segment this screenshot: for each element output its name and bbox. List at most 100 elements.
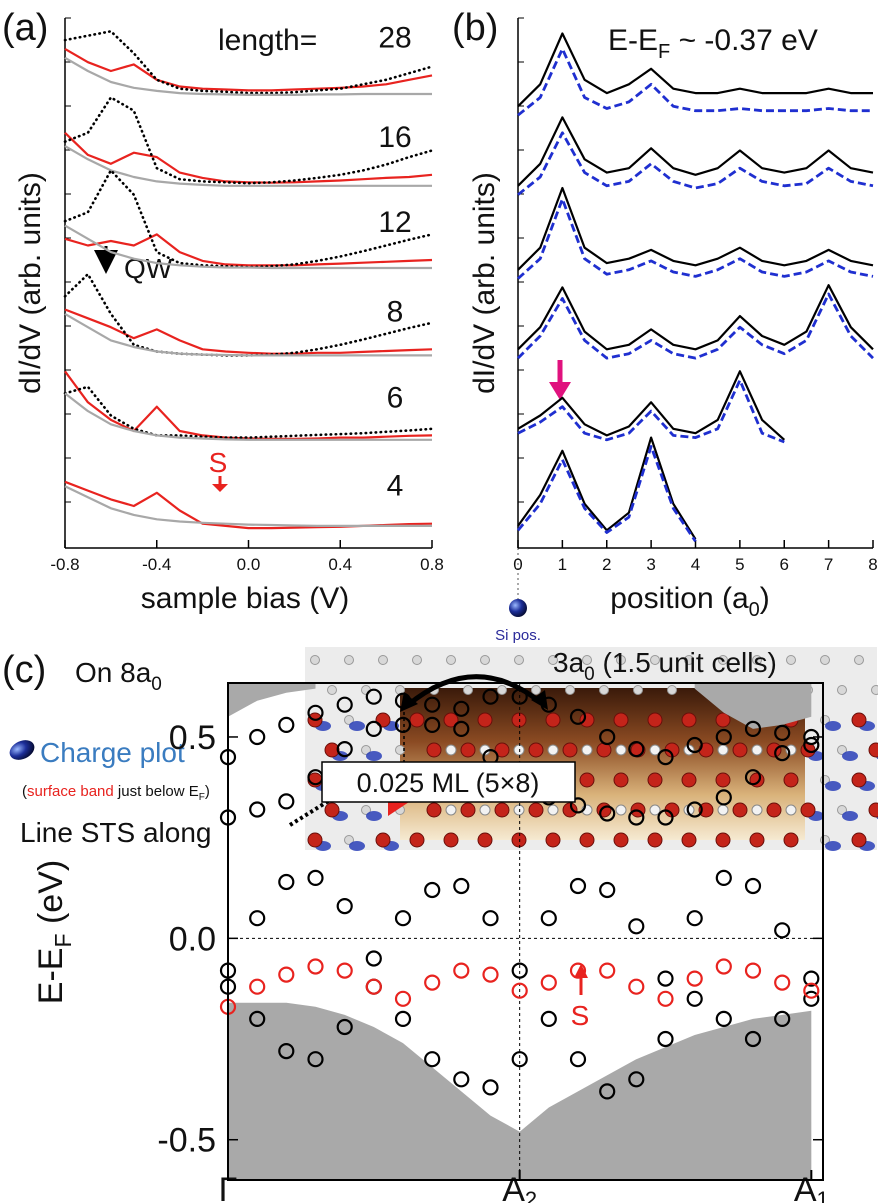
band-point [803, 970, 820, 987]
band-point [686, 736, 703, 754]
x-tick-label: 0.0 [237, 555, 261, 574]
band-point [803, 728, 820, 746]
x-axis-title: position (a0) [610, 582, 770, 621]
charge-blob [366, 811, 382, 821]
band-point [628, 740, 645, 758]
band-point [278, 1042, 295, 1060]
x-tick-label: 0.4 [328, 555, 352, 574]
spectrum-line [517, 131, 874, 196]
si-atom-small [479, 804, 491, 816]
surface-atom [766, 802, 782, 818]
lattice-atom [667, 685, 677, 695]
surface-atom [579, 832, 595, 848]
surface-atom [732, 802, 748, 818]
surface-atom [698, 802, 714, 818]
surface-atom [647, 832, 663, 848]
caption-part: ) [205, 783, 210, 800]
surface-atom [443, 832, 459, 848]
surface-atom [477, 712, 493, 728]
band-point [249, 910, 266, 927]
band-point [803, 990, 820, 1007]
x-tick-label-main: A [502, 1171, 525, 1203]
surface-atom [426, 742, 442, 758]
x-tick-label: 3 [646, 555, 655, 574]
band-point [628, 1071, 645, 1088]
band-point [511, 688, 528, 705]
si-atom-small [751, 804, 763, 816]
lattice-atom [854, 655, 864, 665]
band-point [744, 877, 762, 895]
label-part: On 8a [75, 657, 152, 688]
band-point [365, 950, 382, 967]
surface-atom [681, 712, 697, 728]
surface-atom [409, 712, 425, 728]
surface-atom [596, 802, 612, 818]
band-point [278, 873, 295, 891]
band-point [540, 910, 557, 927]
band-point [307, 1051, 324, 1068]
lattice-atom [463, 685, 473, 695]
spectrum-line [64, 480, 433, 530]
band-point [424, 1051, 441, 1068]
si-atom-small [513, 744, 525, 756]
surface-atom [443, 712, 459, 728]
x-tick-label-sub: 2 [525, 1187, 537, 1203]
surface-atom [460, 802, 476, 818]
charge-blob [825, 721, 841, 731]
surface-atom [324, 742, 340, 758]
lattice-atom [650, 655, 660, 665]
surface-atom [715, 712, 731, 728]
annotation-box [321, 761, 576, 803]
lattice-atom [531, 685, 541, 695]
y-axis-title: E-EF (eV) [32, 860, 76, 1004]
si-atom [509, 599, 527, 617]
surface-atom [783, 772, 799, 788]
annotation: S [209, 447, 228, 478]
spectrum-line [517, 378, 785, 444]
x-tick-label-sub: 1 [817, 1187, 829, 1203]
y-axis-title-part: (eV) [32, 860, 70, 934]
x-tick-label: 6 [780, 555, 789, 574]
lattice-atom [497, 685, 507, 695]
band-point [249, 978, 266, 995]
surface-atom [851, 772, 867, 788]
x-tick-label: 0 [513, 555, 522, 574]
x-tick-label: 5 [735, 555, 744, 574]
lattice-atom [599, 685, 609, 695]
band-point [336, 740, 353, 758]
band-point [744, 1030, 762, 1048]
band-point [394, 692, 412, 709]
surface-atom [545, 712, 561, 728]
lattice-atom [820, 655, 830, 665]
band-point [744, 769, 762, 786]
band-point [628, 918, 645, 935]
plot-frame [227, 682, 824, 1181]
surface-atom [460, 742, 476, 758]
band-point [540, 696, 557, 713]
surface-atom [324, 802, 340, 818]
caption-sub: F [199, 792, 205, 803]
x-axis-title: sample bias (V) [141, 582, 349, 615]
spectrum-line [64, 224, 432, 270]
surface-atom [851, 832, 867, 848]
spectrum-line [64, 392, 432, 441]
spectrum-line [64, 233, 433, 267]
annotation: length= [218, 24, 317, 57]
band-point [453, 1071, 470, 1088]
surface-atom [579, 712, 595, 728]
si-atom-small [785, 804, 797, 816]
label: On 8a0 [75, 657, 162, 695]
panel-label: (c) [2, 649, 46, 691]
y-tick-label: -0.5 [157, 1122, 216, 1160]
si-atom-small [547, 804, 559, 816]
band-point [307, 704, 324, 721]
lattice-atom [378, 655, 388, 665]
si-atom-small [615, 744, 627, 756]
surface-atom [375, 832, 391, 848]
surface-atom [647, 772, 663, 788]
spectrum-line [517, 197, 874, 280]
lattice-atom [565, 685, 575, 695]
band-point [540, 1010, 557, 1028]
x-tick-label: 8 [868, 555, 877, 574]
